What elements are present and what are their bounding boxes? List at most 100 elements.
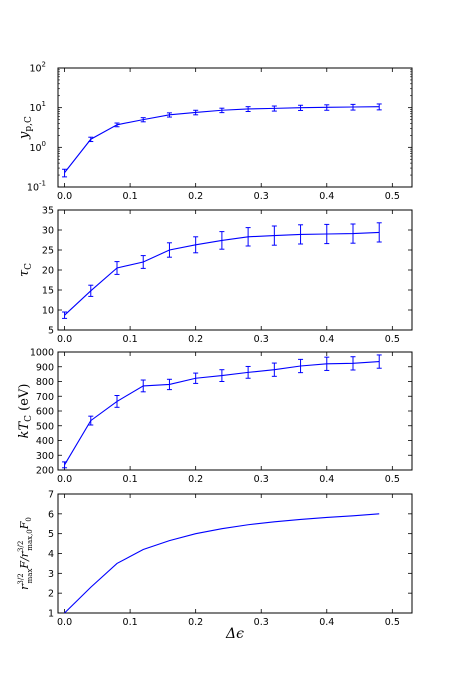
y-tick-label: 10 bbox=[42, 306, 54, 317]
y-tick-label: 25 bbox=[42, 246, 54, 257]
y-tick-label: 102 bbox=[29, 61, 46, 75]
error-bar bbox=[271, 225, 277, 246]
error-bar bbox=[324, 104, 330, 111]
x-tick-label: 0.5 bbox=[385, 334, 400, 345]
y-tick-label: 1 bbox=[48, 609, 54, 620]
error-bar bbox=[219, 369, 225, 382]
error-bar bbox=[271, 105, 277, 112]
error-bar bbox=[166, 112, 172, 118]
error-bar bbox=[62, 311, 68, 319]
x-tick-label: 0.3 bbox=[254, 617, 269, 628]
error-bar bbox=[298, 358, 304, 374]
x-tick-label: 0.0 bbox=[57, 617, 72, 628]
x-tick-label: 0.0 bbox=[57, 191, 72, 202]
y-tick-label: 6 bbox=[48, 509, 54, 520]
x-tick-label: 0.5 bbox=[385, 474, 400, 485]
y-tick-label: 200 bbox=[36, 466, 54, 477]
y-tick-label: 500 bbox=[36, 421, 54, 432]
y-tick-label: 20 bbox=[42, 266, 54, 277]
y-tick-label: 30 bbox=[42, 226, 54, 237]
y-axis-label: kTC (eV) bbox=[17, 384, 34, 439]
error-bar bbox=[245, 365, 251, 379]
axes-frame bbox=[57, 67, 413, 188]
x-tick-label: 0.2 bbox=[188, 617, 203, 628]
y-tick-label: 35 bbox=[42, 206, 54, 217]
chart-panel-2: 0.0 0.1 0.2 0.3 0.4 0.5 5 10 15 20 25 30 35 τC bbox=[17, 206, 413, 345]
error-bar bbox=[166, 378, 172, 391]
y-tick-label: 7 bbox=[48, 490, 54, 501]
x-tick-label: 0.0 bbox=[57, 474, 72, 485]
error-bar bbox=[271, 362, 277, 377]
error-bar bbox=[298, 104, 304, 111]
y-tick-label: 2 bbox=[48, 589, 54, 600]
error-bar bbox=[245, 227, 251, 247]
error-bar bbox=[166, 242, 172, 258]
x-tick-label: 0.3 bbox=[254, 474, 269, 485]
error-bar bbox=[193, 109, 199, 116]
error-bar bbox=[140, 379, 146, 393]
error-bar bbox=[114, 122, 120, 128]
y-tick-label: 4 bbox=[48, 549, 54, 560]
axes-frame bbox=[57, 351, 413, 471]
error-bar bbox=[88, 136, 94, 143]
error-bar bbox=[62, 461, 68, 469]
chart-panel-3: 0.0 0.1 0.2 0.3 0.4 0.5 200 300 400 500 600 700 800 9… bbox=[17, 348, 413, 485]
x-tick-label: 0.3 bbox=[254, 191, 269, 202]
y-tick-label: 900 bbox=[36, 362, 54, 373]
error-bar bbox=[298, 224, 304, 245]
error-bar bbox=[219, 107, 225, 114]
error-bar bbox=[219, 231, 225, 250]
series-line bbox=[64, 106, 380, 173]
x-tick-label: 0.2 bbox=[188, 474, 203, 485]
x-tick-label: 0.1 bbox=[123, 334, 138, 345]
error-bar bbox=[376, 222, 382, 243]
error-bar bbox=[88, 415, 94, 426]
error-bar bbox=[140, 117, 146, 123]
error-bar bbox=[350, 223, 356, 244]
y-tick-label: 15 bbox=[42, 286, 54, 297]
x-axis-label: Δϵ bbox=[225, 626, 244, 642]
y-tick-label: 101 bbox=[29, 100, 46, 114]
error-bar bbox=[193, 372, 199, 384]
error-bar bbox=[324, 356, 330, 371]
y-tick-label: 600 bbox=[36, 407, 54, 418]
y-axis-label: yp,C bbox=[17, 116, 34, 140]
axes-frame bbox=[57, 493, 413, 614]
y-axis-label: τC bbox=[17, 263, 34, 277]
x-tick-label: 0.1 bbox=[123, 474, 138, 485]
x-tick-label: 0.1 bbox=[123, 191, 138, 202]
error-bar bbox=[245, 106, 251, 113]
chart-panel-4: 0.0 0.1 0.2 0.3 0.4 0.5 1 2 3 4 5 6 7 r3/2maxF/r3/2ma… bbox=[17, 490, 413, 628]
x-tick-label: 0.2 bbox=[188, 191, 203, 202]
x-tick-label: 0.4 bbox=[319, 191, 334, 202]
x-tick-label: 0.5 bbox=[385, 191, 400, 202]
x-tick-label: 0.0 bbox=[57, 334, 72, 345]
error-bar bbox=[88, 284, 94, 297]
x-tick-label: 0.4 bbox=[319, 474, 334, 485]
y-tick-label: 100 bbox=[29, 140, 46, 154]
axes-frame bbox=[57, 209, 413, 331]
y-tick-label: 800 bbox=[36, 377, 54, 388]
error-bar bbox=[376, 354, 382, 369]
y-tick-label: 5 bbox=[48, 529, 54, 540]
x-tick-label: 0.3 bbox=[254, 334, 269, 345]
error-bar bbox=[140, 255, 146, 269]
y-tick-label: 400 bbox=[36, 436, 54, 447]
y-tick-label: 10-1 bbox=[27, 180, 46, 194]
x-tick-label: 0.4 bbox=[319, 617, 334, 628]
error-bar bbox=[376, 103, 382, 111]
error-bar bbox=[114, 261, 120, 275]
y-tick-label: 1000 bbox=[30, 348, 54, 359]
series-line bbox=[64, 513, 380, 614]
error-bar bbox=[324, 223, 330, 245]
y-tick-label: 300 bbox=[36, 451, 54, 462]
error-bar bbox=[350, 356, 356, 371]
error-bar bbox=[350, 103, 356, 111]
x-tick-label: 0.4 bbox=[319, 334, 334, 345]
error-bar bbox=[193, 236, 199, 254]
x-tick-label: 0.1 bbox=[123, 617, 138, 628]
y-axis-label: r3/2maxF/r3/2max,0F0 bbox=[17, 517, 34, 590]
chart-panel-1: 0.0 0.1 0.2 0.3 0.4 0.5 10-1 100 101 102 yp,C bbox=[17, 61, 413, 202]
